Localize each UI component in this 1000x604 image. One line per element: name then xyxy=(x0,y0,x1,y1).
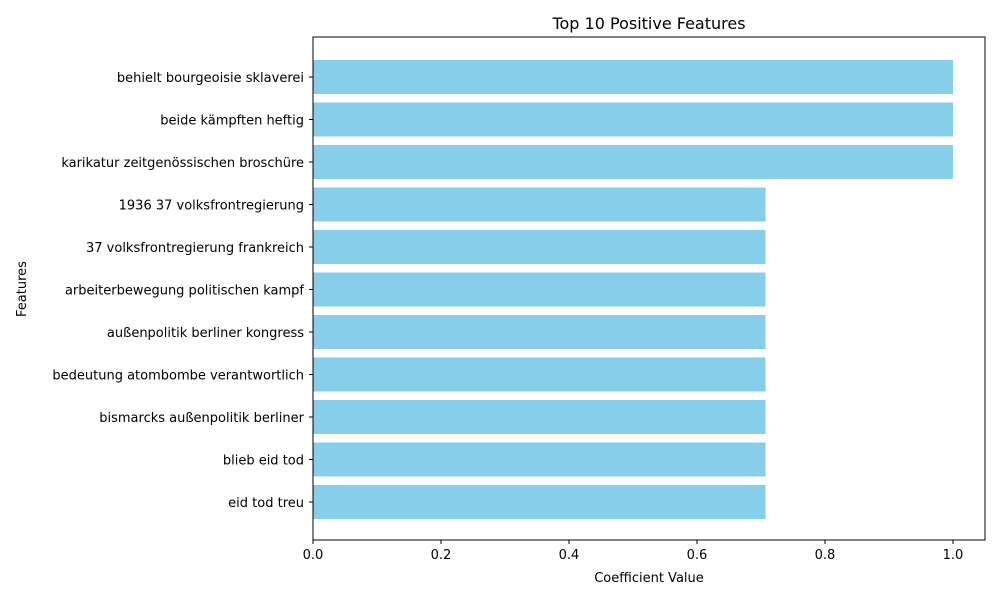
bar xyxy=(313,357,766,392)
bar xyxy=(313,187,766,222)
y-tick-label: blieb eid tod xyxy=(223,454,304,469)
plot-frame xyxy=(312,36,986,541)
bar xyxy=(313,102,953,137)
bar xyxy=(313,442,766,477)
x-tick-label: 0.2 xyxy=(431,548,452,563)
y-tick-label: 1936 37 volksfrontregierung xyxy=(119,199,304,214)
x-tick-label: 0.0 xyxy=(303,548,324,563)
bars-group xyxy=(313,60,953,519)
x-axis-ticks: 0.0 0.2 0.4 0.6 0.8 1.0 xyxy=(303,540,964,563)
y-tick-label: behielt bourgeoisie sklaverei xyxy=(117,71,304,86)
y-tick-label: arbeiterbewegung politischen kampf xyxy=(65,284,304,299)
chart-title: Top 10 Positive Features xyxy=(551,14,745,33)
y-tick-label: außenpolitik berliner kongress xyxy=(107,326,304,341)
bar xyxy=(313,145,953,179)
bar xyxy=(313,230,766,264)
x-tick-label: 0.8 xyxy=(815,548,836,563)
y-axis-label: Features xyxy=(15,261,30,317)
y-tick-label: eid tod treu xyxy=(228,496,304,511)
y-tick-label: karikatur zeitgenössischen broschüre xyxy=(61,156,304,171)
x-axis-label: Coefficient Value xyxy=(594,571,704,586)
y-axis-ticks: behielt bourgeoisie sklaverei beide kämpf… xyxy=(52,71,313,511)
y-tick-label: 37 volksfrontregierung frankreich xyxy=(86,241,304,256)
bar xyxy=(313,485,766,519)
y-tick-label: bismarcks außenpolitik berliner xyxy=(99,411,304,426)
bar xyxy=(313,272,766,307)
y-tick-label: bedeutung atombombe verantwortlich xyxy=(52,369,304,384)
y-tick-label: beide kämpften heftig xyxy=(160,114,304,129)
x-tick-label: 0.6 xyxy=(687,548,708,563)
bar xyxy=(313,315,766,349)
x-tick-label: 0.4 xyxy=(559,548,580,563)
bar xyxy=(313,400,766,434)
x-tick-label: 1.0 xyxy=(943,548,964,563)
bar xyxy=(313,60,953,94)
